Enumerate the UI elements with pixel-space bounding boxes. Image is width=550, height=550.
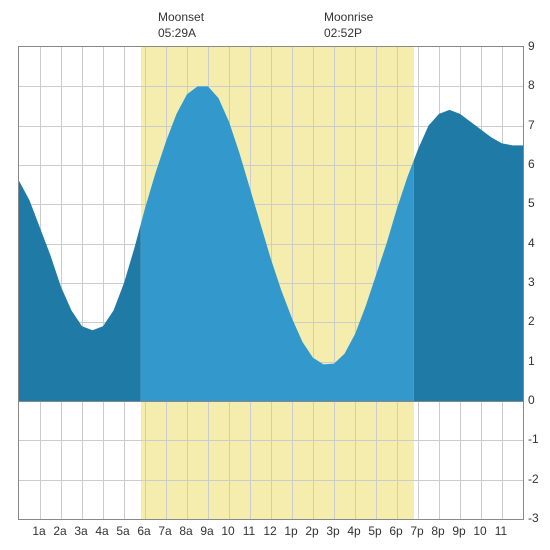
tide-chart: Moonset 05:29A Moonrise 02:52P -3-2-1012… <box>0 0 550 550</box>
x-tick-label: 2p <box>305 524 318 538</box>
x-tick-label: 8a <box>179 524 192 538</box>
x-tick-label: 5p <box>368 524 381 538</box>
y-tick-label: -1 <box>528 432 539 446</box>
moonset-header: Moonset 05:29A <box>158 10 204 41</box>
moonset-time: 05:29A <box>158 26 204 42</box>
x-tick-label: 6a <box>137 524 150 538</box>
x-tick-label: 3a <box>74 524 87 538</box>
y-tick-label: 2 <box>528 314 535 328</box>
x-tick-label: 1p <box>284 524 297 538</box>
y-tick-label: 5 <box>528 196 535 210</box>
y-tick-label: 6 <box>528 157 535 171</box>
x-tick-label: 9a <box>200 524 213 538</box>
moonrise-header: Moonrise 02:52P <box>324 10 373 41</box>
y-tick-label: 4 <box>528 236 535 250</box>
x-tick-label: 8p <box>431 524 444 538</box>
x-tick-label: 5a <box>116 524 129 538</box>
x-tick-label: 4p <box>347 524 360 538</box>
y-tick-label: 7 <box>528 118 535 132</box>
x-tick-label: 9p <box>452 524 465 538</box>
x-tick-label: 3p <box>326 524 339 538</box>
x-tick-label: 7p <box>410 524 423 538</box>
y-tick-label: 3 <box>528 275 535 289</box>
plot-area <box>18 46 524 520</box>
moonset-label: Moonset <box>158 10 204 26</box>
x-tick-label: 7a <box>158 524 171 538</box>
x-tick-label: 1a <box>32 524 45 538</box>
x-tick-label: 6p <box>389 524 402 538</box>
x-tick-label: 4a <box>95 524 108 538</box>
x-tick-label: 11 <box>243 524 255 538</box>
y-tick-label: 1 <box>528 354 535 368</box>
y-tick-label: 0 <box>528 393 535 407</box>
moonrise-time: 02:52P <box>324 26 373 42</box>
x-tick-label: 11 <box>495 524 507 538</box>
y-tick-label: 9 <box>528 39 535 53</box>
x-tick-label: 10 <box>473 524 486 538</box>
moonrise-label: Moonrise <box>324 10 373 26</box>
x-tick-label: 12 <box>263 524 276 538</box>
tide-area <box>19 47 523 519</box>
y-tick-label: -3 <box>528 511 539 525</box>
x-tick-label: 10 <box>221 524 234 538</box>
x-tick-label: 2a <box>53 524 66 538</box>
y-tick-label: 8 <box>528 78 535 92</box>
y-tick-label: -2 <box>528 472 539 486</box>
